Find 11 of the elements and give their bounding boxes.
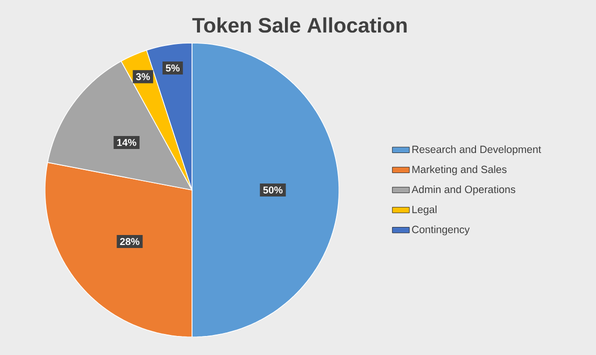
legend-label: Admin and Operations — [412, 185, 516, 196]
data-label: 14% — [117, 138, 136, 146]
legend-label: Marketing and Sales — [412, 165, 507, 176]
legend-label: Research and Development — [412, 145, 542, 156]
legend-label: Legal — [412, 205, 436, 216]
data-label: 5% — [166, 64, 180, 72]
data-label: 3% — [136, 73, 150, 80]
data-label: 28% — [120, 238, 140, 246]
legend-label: Contingency — [412, 226, 470, 236]
data-label: 50% — [263, 186, 283, 194]
chart-title: Token Sale Allocation — [192, 17, 407, 33]
